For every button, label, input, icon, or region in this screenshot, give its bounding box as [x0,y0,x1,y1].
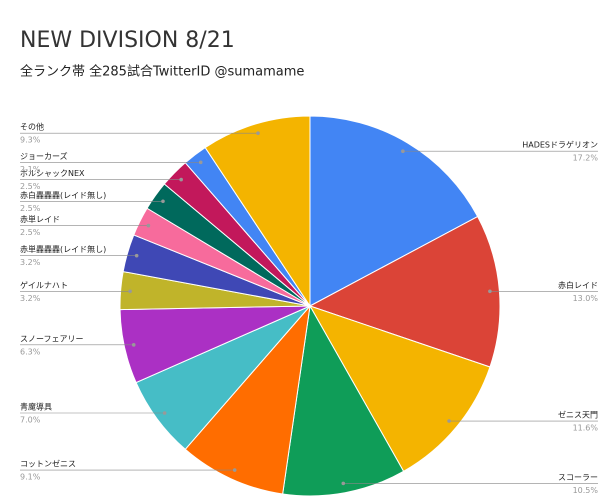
leader-dot [198,160,203,165]
chart-title: NEW DIVISION 8/21 [20,28,235,53]
legend-label: スコーラー [558,473,598,482]
legend-label: 赤白轟轟轟(レイド無し) [20,190,106,200]
leader-dot [162,411,167,415]
leader-dot [447,419,451,423]
legend-label: 赤単レイド [20,214,60,224]
leader-dot [179,177,183,182]
data-label: 7.0% [20,416,41,425]
chart-subtitle: 全ランク帯 全285試合TwitterID @sumamame [20,64,304,80]
legend-label: スノーフェアリー [20,334,84,343]
data-label: 9.1% [20,473,41,482]
data-label: 17.2% [573,154,599,163]
pie-slice [282,304,405,497]
legend-label: ジョーカーズ [20,151,68,161]
data-label: 3.2% [20,258,41,267]
pie-slice [308,305,491,473]
data-label: 2.5% [20,182,41,191]
leader-dot [128,289,132,294]
legend-label: 赤単轟轟轟(レイド無し) [20,244,106,254]
data-label: 9.3% [20,136,41,145]
leader-dot [488,289,492,294]
data-label: 11.6% [573,424,599,433]
legend-label: ボルシャックNEX [20,169,85,178]
pie-slice [309,115,479,307]
data-label: 2.1% [20,165,41,174]
pie-slice [204,115,311,308]
data-label: 6.3% [20,347,41,356]
leader-dot [134,253,139,258]
data-label: 2.5% [20,228,41,237]
legend-label: コットンゼニス [20,459,76,469]
leader-dot [131,343,136,347]
data-label: 10.5% [573,486,599,495]
leader-dot [232,468,237,472]
leader-dot [146,223,151,228]
data-label: 13.0% [573,294,599,303]
legend-label: 青魔導具 [20,402,52,412]
leader-dot [161,199,165,204]
legend-label: ゼニス天門 [558,410,598,420]
legend-label: ゲイルナハト [20,280,68,290]
pie-slice [184,304,311,495]
leader-dot [341,481,346,486]
leader-dot [401,149,405,154]
data-label: 3.2% [20,294,41,303]
pie-slice [308,215,501,368]
legend-label: HADESドラゲリオン [522,140,598,150]
leader-dot [256,131,260,135]
legend-label: 赤白レイド [558,280,598,290]
data-label: 2.5% [20,204,41,213]
legend-label: その他 [20,122,44,132]
